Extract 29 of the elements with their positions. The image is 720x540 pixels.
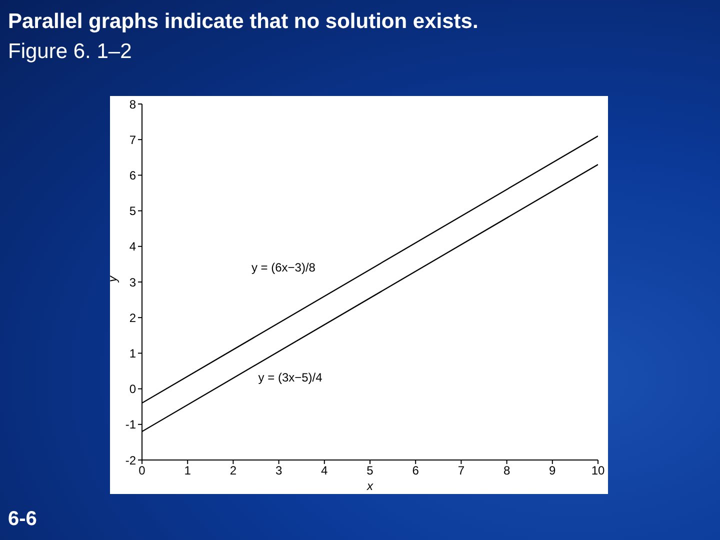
y-axis-title: y bbox=[105, 275, 120, 283]
y-tick-label: 7 bbox=[129, 132, 136, 147]
x-axis-title: x bbox=[366, 479, 374, 493]
series-label: y = (3x−5)/4 bbox=[258, 370, 323, 385]
y-tick-label: 0 bbox=[129, 382, 136, 396]
x-tick-label: 7 bbox=[458, 464, 465, 478]
x-tick-label: 8 bbox=[503, 464, 510, 478]
chart-title: Parallel graphs indicate that no solution exists. bbox=[8, 10, 478, 34]
x-tick-label: 5 bbox=[366, 464, 374, 478]
x-tick-label: 0 bbox=[138, 464, 146, 478]
y-tick-label: 2 bbox=[129, 310, 136, 325]
x-tick-label: 4 bbox=[321, 464, 328, 478]
chart-subtitle: Figure 6. 1–2 bbox=[8, 40, 132, 64]
x-tick-label: 9 bbox=[549, 464, 556, 478]
y-tick-label: 5 bbox=[129, 204, 136, 218]
y-tick-label: -2 bbox=[125, 453, 136, 468]
y-tick-label: -1 bbox=[125, 418, 136, 432]
x-tick-label: 3 bbox=[275, 464, 282, 478]
series-label: y = (6x−3)/8 bbox=[251, 260, 316, 274]
x-tick-label: 1 bbox=[184, 464, 192, 478]
x-tick-label: 10 bbox=[591, 464, 605, 478]
y-tick-label: 6 bbox=[129, 168, 136, 182]
y-tick-label: 1 bbox=[129, 346, 136, 360]
x-tick-label: 6 bbox=[412, 464, 420, 478]
y-tick-label: 8 bbox=[129, 97, 136, 112]
y-tick-label: 3 bbox=[129, 275, 136, 290]
y-tick-label: 4 bbox=[129, 240, 136, 254]
x-tick-label: 2 bbox=[230, 464, 237, 478]
text: 6-6 bbox=[8, 508, 37, 531]
